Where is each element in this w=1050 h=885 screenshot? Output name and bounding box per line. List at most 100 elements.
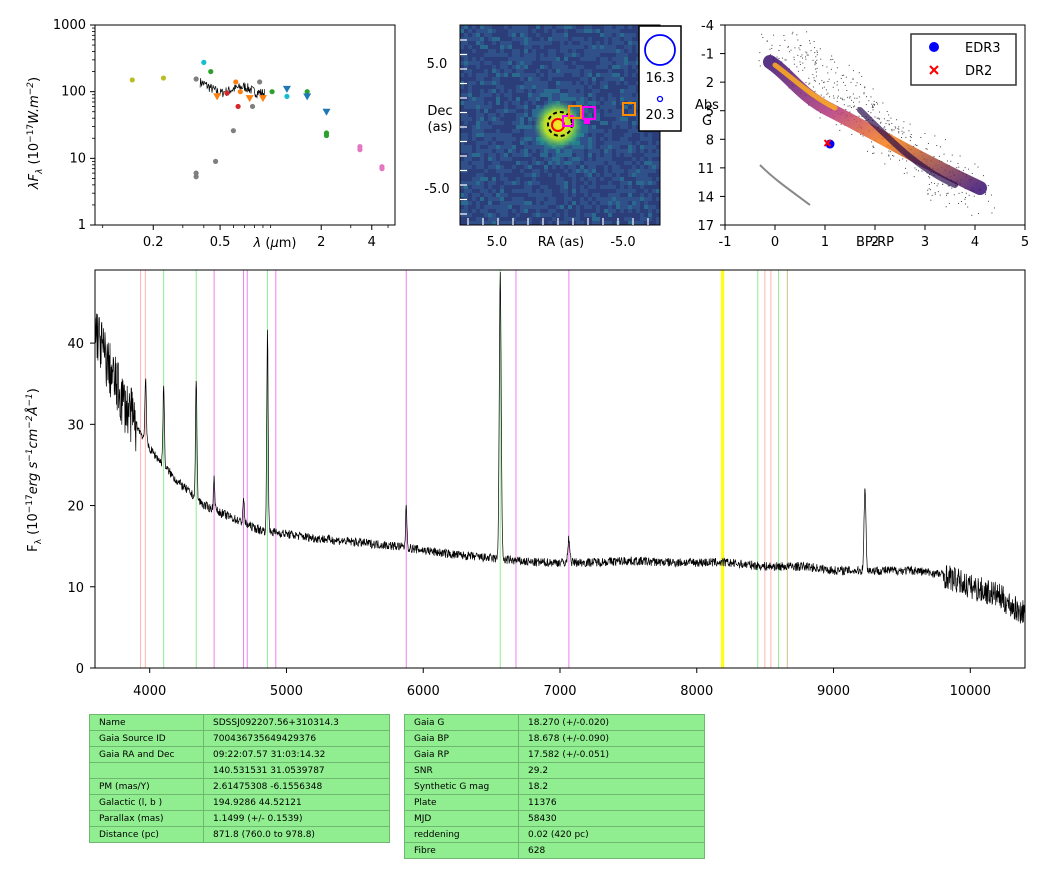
cutout-pixel [520,165,524,169]
cutout-pixel [488,33,492,37]
cutout-pixel [512,105,516,109]
cutout-pixel [560,169,564,173]
cutout-pixel [608,29,612,33]
cutout-pixel [612,197,616,201]
table-row: Galactic (l, b ) 194.9286 44.52121 [89,794,390,811]
cutout-pixel [464,105,468,109]
cutout-pixel [608,193,612,197]
cutout-pixel [476,149,480,153]
cutout-pixel [504,49,508,53]
cutout-pixel [644,221,648,225]
cutout-pixel [512,157,516,161]
cutout-pixel [604,169,608,173]
cmd-star [933,182,935,184]
cutout-pixel [556,41,560,45]
cutout-pixel [600,25,604,29]
cutout-pixel [564,89,568,93]
cmd-star [871,103,873,105]
cutout-pixel [532,45,536,49]
cutout-pixel [600,125,604,129]
cutout-pixel [644,185,648,189]
cutout-pixel [524,93,528,97]
cutout-pixel [592,133,596,137]
cutout-pixel [600,49,604,53]
cutout-pixel [588,145,592,149]
cutout-pixel [572,217,576,221]
cutout-pixel [516,153,520,157]
cutout-pixel [468,93,472,97]
cutout-pixel [624,145,628,149]
cutout-pixel [600,205,604,209]
cutout-pixel [564,57,568,61]
cmd-star [926,148,928,150]
cutout-pixel [608,73,612,77]
cutout-pixel [524,85,528,89]
cutout-pixel [464,185,468,189]
cmd-star [917,170,919,172]
cutout-pixel [564,65,568,69]
cutout-pixel [624,81,628,85]
cutout-pixel [636,37,640,41]
cutout-pixel [460,105,464,109]
cutout-pixel [624,77,628,81]
cmd-star [971,172,973,174]
cutout-pixel [528,189,532,193]
cutout-pixel [504,161,508,165]
cmd-star [888,150,890,152]
cutout-pixel [564,157,568,161]
cutout-pixel [524,29,528,33]
cutout-pixel [600,97,604,101]
cutout-pixel [484,49,488,53]
cmd-star [948,185,950,187]
cutout-pixel [640,165,644,169]
cutout-pixel [516,177,520,181]
cutout-pixel [500,81,504,85]
table-row: reddening 0.02 (420 pc) [404,826,705,843]
cutout-pixel [488,73,492,77]
cmd-star [959,155,961,157]
cutout-pixel [508,169,512,173]
cutout-pixel [636,29,640,33]
cutout-pixel [488,193,492,197]
cutout-pixel [524,37,528,41]
cutout-pixel [640,189,644,193]
cmd-star [799,45,801,47]
cutout-pixel [572,61,576,65]
cutout-pixel [536,177,540,181]
cutout-pixel [604,81,608,85]
cutout-pixel [524,129,528,133]
cutout-pixel [600,85,604,89]
cutout-pixel [584,73,588,77]
cmd-star [968,194,970,196]
cutout-pixel [604,205,608,209]
cutout-pixel [540,65,544,69]
cutout-pixel [472,109,476,113]
cmd-star [759,65,761,67]
spectrum-xtick-label: 10000 [950,684,991,699]
cutout-pixel [464,57,468,61]
cutout-overlays [533,100,636,150]
cutout-pixel [564,185,568,189]
cutout-pixel [608,53,612,57]
cutout-pixel [600,149,604,153]
cutout-pixel [644,201,648,205]
cutout-pixel [460,133,464,137]
cutout-pixel [632,161,636,165]
cutout-pixel [620,161,624,165]
cutout-pixel [484,153,488,157]
cutout-pixel [580,77,584,81]
cutout-pixel [556,185,560,189]
faint-mag-label: 20.3 [646,108,675,123]
cutout-pixel [584,37,588,41]
cmd-star [899,159,901,161]
cutout-pixel [608,221,612,225]
cutout-pixel [520,49,524,53]
cutout-pixel [484,197,488,201]
cmd-star [836,67,838,69]
table-row: Name SDSSJ092207.56+310314.3 [89,714,390,731]
cutout-pixel [508,149,512,153]
cmd-star [816,51,818,53]
cutout-pixel [520,141,524,145]
cutout-pixel [556,157,560,161]
cutout-pixel [460,33,464,37]
